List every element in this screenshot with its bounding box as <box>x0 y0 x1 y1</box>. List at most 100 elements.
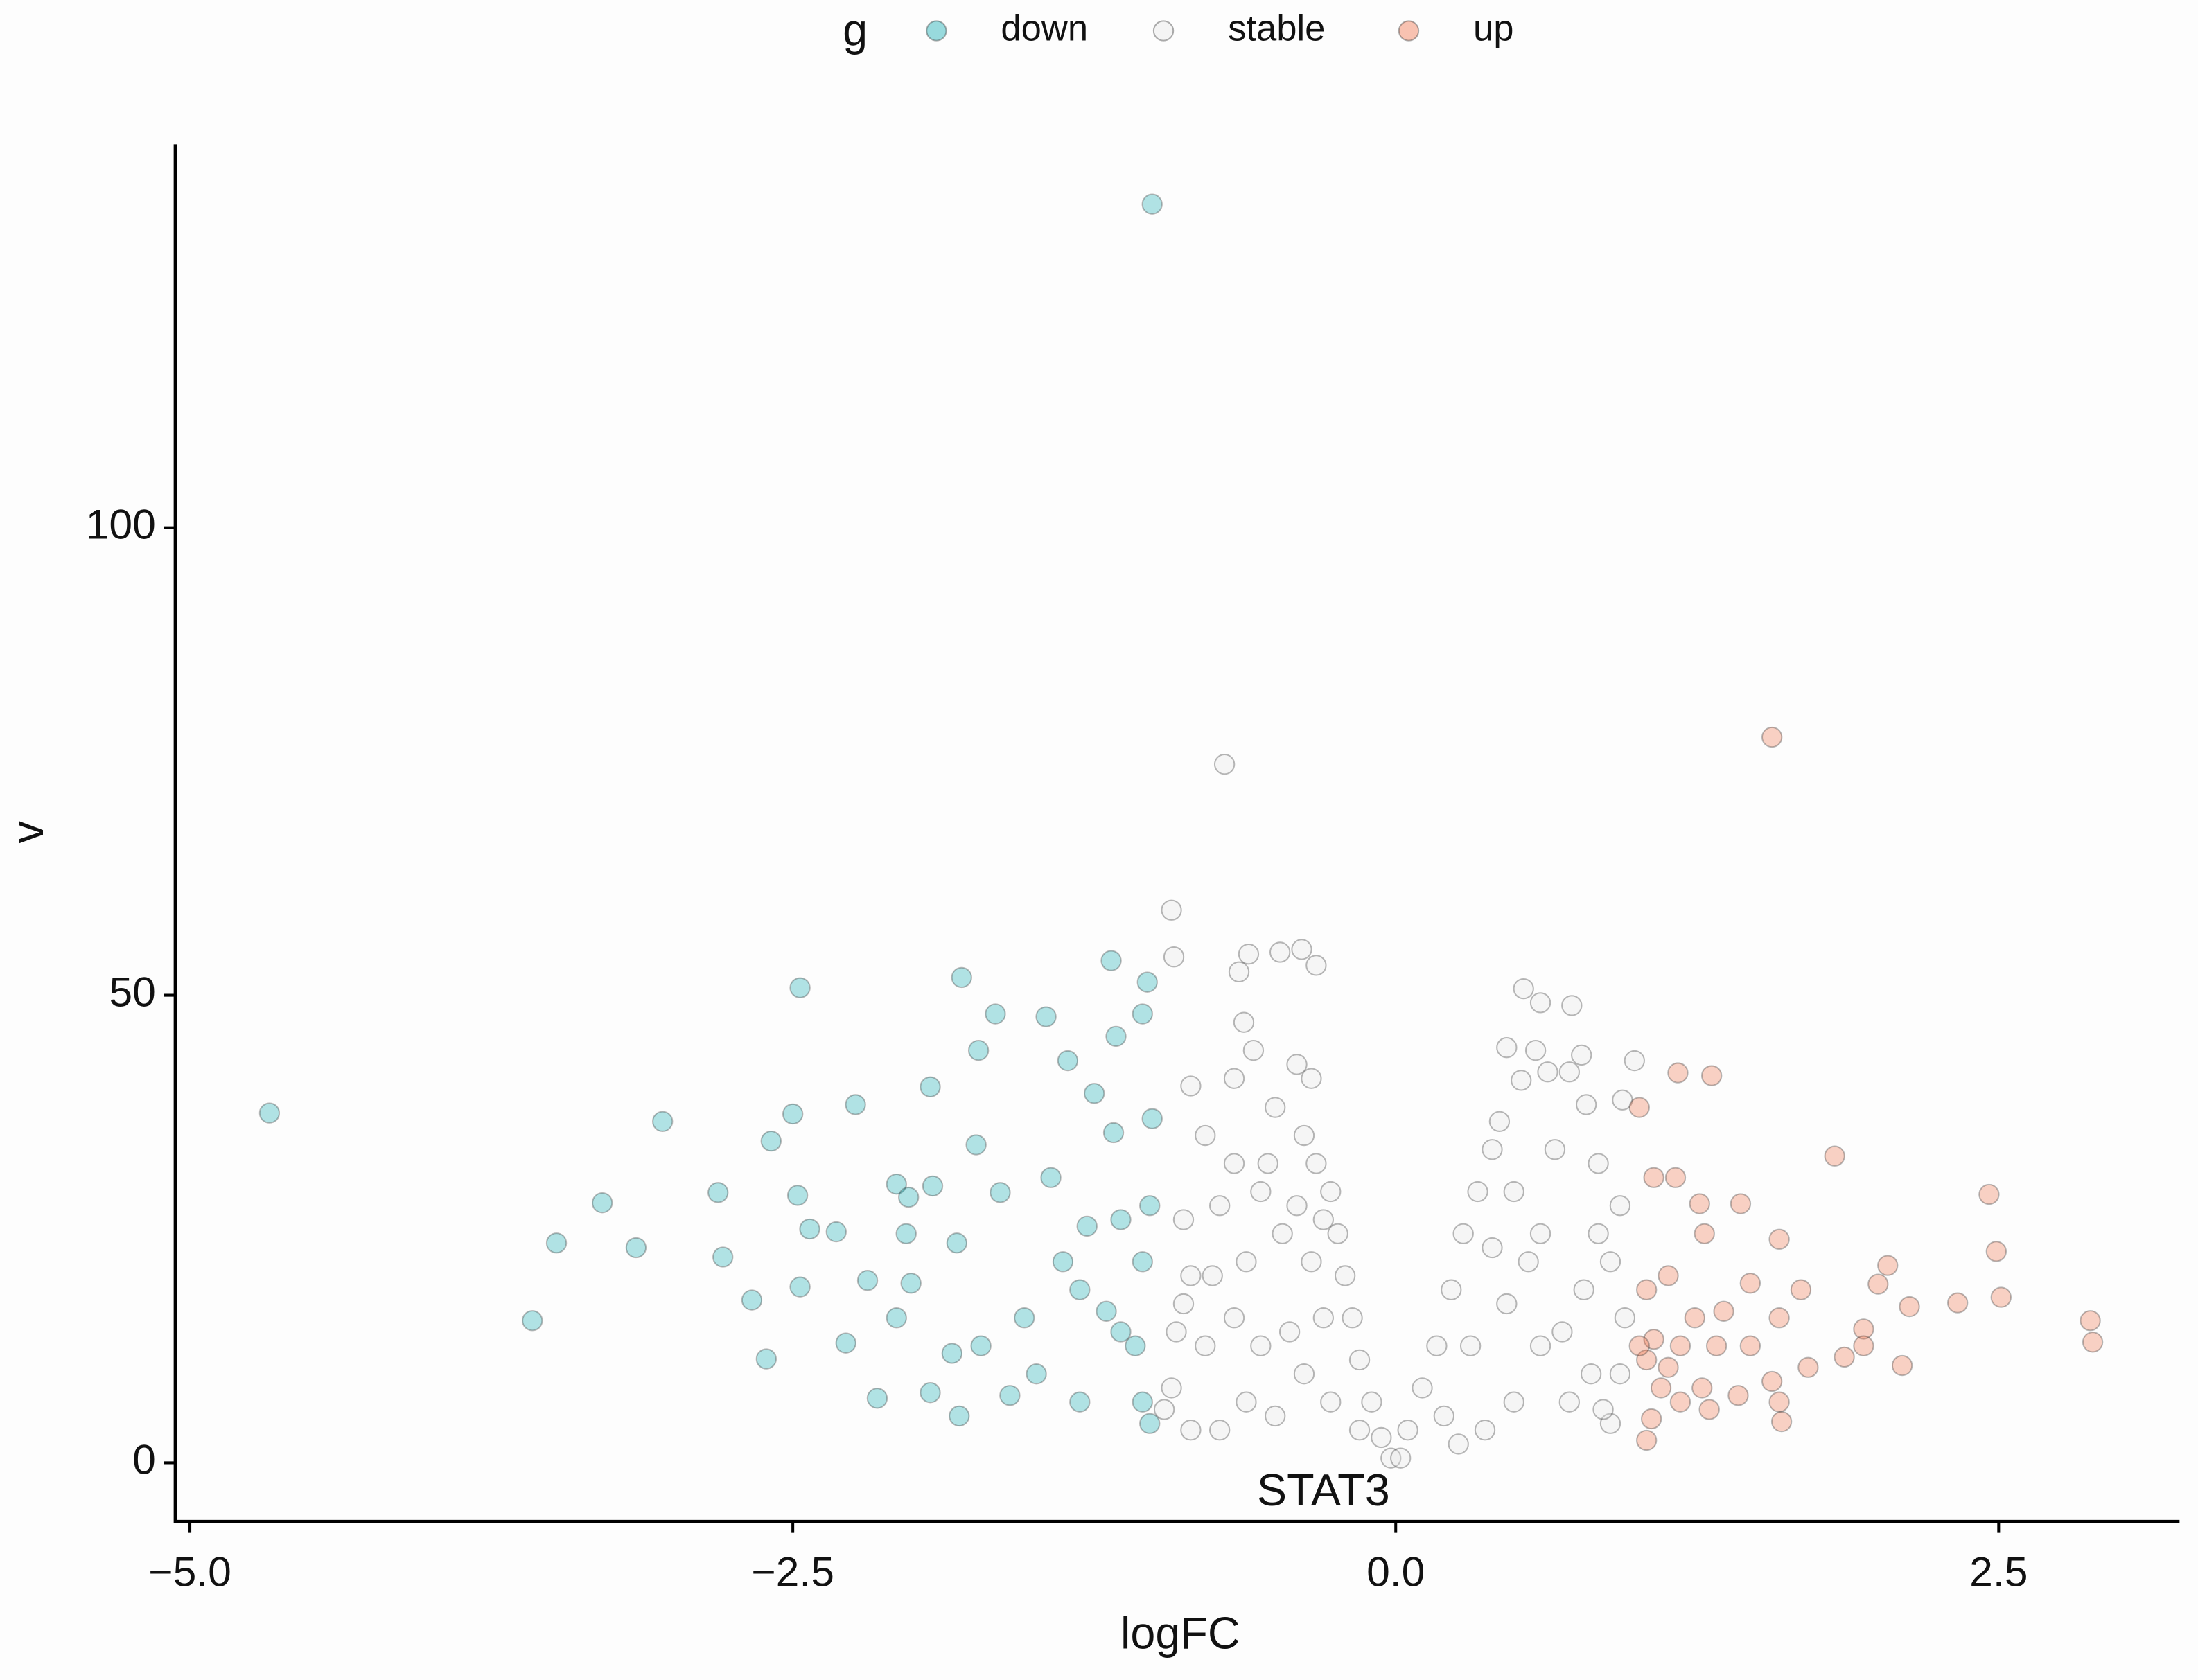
point <box>789 1276 811 1298</box>
point <box>1040 1167 1062 1188</box>
point <box>1236 1391 1257 1413</box>
point <box>1026 1363 1047 1385</box>
point <box>741 1289 763 1311</box>
point <box>1529 992 1551 1014</box>
point <box>1650 1377 1672 1399</box>
point <box>1705 1335 1727 1356</box>
point <box>789 977 811 998</box>
point <box>755 1348 777 1370</box>
point <box>1824 1145 1845 1167</box>
point <box>1990 1286 2012 1308</box>
point <box>1334 1265 1356 1286</box>
point <box>707 1182 729 1203</box>
point <box>1320 1181 1342 1203</box>
point <box>592 1192 613 1214</box>
point <box>920 1382 941 1404</box>
point <box>782 1103 804 1125</box>
point <box>1202 1265 1223 1286</box>
point <box>1667 1062 1689 1084</box>
point <box>1770 1411 1793 1433</box>
point <box>1985 1241 2007 1262</box>
point <box>886 1307 907 1329</box>
point <box>1551 1321 1573 1343</box>
point <box>1588 1223 1609 1244</box>
point <box>1052 1251 1074 1273</box>
point <box>1125 1335 1146 1356</box>
point <box>1518 1251 1539 1273</box>
point <box>1320 1391 1342 1413</box>
point <box>1558 1061 1580 1083</box>
legend-label: down <box>1001 8 1088 48</box>
y-tick-label: 50 <box>109 969 155 1016</box>
point <box>1433 1405 1455 1427</box>
point <box>1537 1061 1558 1083</box>
point <box>1233 1011 1255 1033</box>
point <box>1513 978 1534 1000</box>
point <box>1195 1124 1216 1147</box>
point <box>1371 1426 1392 1449</box>
point <box>1529 1223 1551 1244</box>
legend-title: g <box>843 5 868 55</box>
point <box>1643 1167 1664 1188</box>
point <box>1730 1193 1752 1214</box>
point <box>1592 1399 1614 1420</box>
point <box>1301 1251 1322 1273</box>
y-axis-title: v <box>2 821 53 844</box>
point <box>970 1335 992 1356</box>
point <box>1761 1370 1783 1392</box>
legend-label: stable <box>1228 8 1325 48</box>
point <box>1213 754 1236 775</box>
point <box>1768 1307 1790 1329</box>
annotation: STAT3 <box>1257 1465 1390 1515</box>
point <box>2080 1310 2101 1332</box>
point <box>1452 1223 1474 1244</box>
point <box>1658 1356 1679 1378</box>
point <box>1503 1391 1524 1413</box>
point <box>1076 1215 1098 1237</box>
point <box>1250 1181 1272 1203</box>
point <box>760 1130 782 1152</box>
point <box>1035 1006 1057 1027</box>
legend-marker <box>1398 20 1420 42</box>
x-tick-label: 0.0 <box>1366 1548 1425 1595</box>
point <box>1768 1391 1790 1413</box>
point <box>1636 1429 1658 1451</box>
point <box>1503 1181 1524 1203</box>
point <box>1698 1399 1720 1420</box>
point <box>835 1332 856 1354</box>
point <box>1238 944 1260 965</box>
point <box>1397 1420 1418 1441</box>
point <box>949 1405 970 1427</box>
point <box>1348 1349 1371 1371</box>
point <box>845 1094 866 1115</box>
y-tick-label: 100 <box>86 501 156 548</box>
point <box>1105 1025 1127 1047</box>
point <box>625 1237 647 1259</box>
point <box>1223 1307 1245 1329</box>
point <box>1978 1183 2000 1205</box>
point <box>898 1186 920 1208</box>
point <box>1286 1195 1308 1217</box>
point <box>1700 1065 1723 1086</box>
point <box>1195 1335 1216 1356</box>
point <box>1684 1307 1705 1329</box>
point <box>1636 1349 1658 1371</box>
point <box>1305 955 1327 976</box>
point <box>1482 1237 1503 1259</box>
point <box>1153 1399 1175 1420</box>
point <box>1223 1068 1245 1089</box>
point <box>1482 1139 1503 1160</box>
point <box>1628 1335 1650 1356</box>
point <box>1511 1070 1532 1091</box>
point <box>1768 1228 1790 1250</box>
point <box>799 1218 820 1240</box>
point <box>946 1232 967 1254</box>
legend-label: up <box>1473 8 1513 48</box>
point <box>967 1040 990 1061</box>
point <box>1161 899 1182 921</box>
point <box>1877 1255 1899 1276</box>
point <box>1496 1036 1518 1059</box>
point <box>1180 1075 1202 1097</box>
